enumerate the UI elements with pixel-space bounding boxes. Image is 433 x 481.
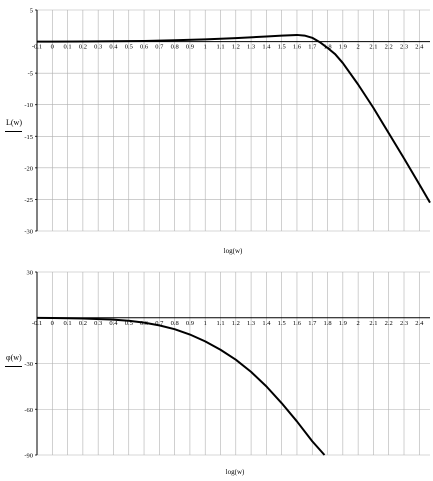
phase-y-tick-label: -30: [24, 361, 33, 368]
phase-y-tick-label: -90: [24, 453, 33, 460]
magnitude-x-tick-label: 2.1: [369, 44, 377, 51]
magnitude-x-tick-label: 0.5: [125, 44, 133, 51]
phase-x-tick-label: 1.7: [308, 320, 317, 327]
magnitude-x-tick-label: 1.2: [232, 44, 240, 51]
magnitude-x-tick-label: 1: [204, 44, 207, 51]
phase-x-tick-label: 1.8: [323, 320, 331, 327]
phase-x-tick-label: 1.9: [339, 320, 347, 327]
magnitude-x-tick-label: 1.7: [308, 44, 317, 51]
phase-x-tick-label: 1.2: [232, 320, 240, 327]
phase-x-tick-label: -0.1: [32, 320, 42, 327]
phase-x-tick-label: 1.5: [278, 320, 286, 327]
magnitude-x-tick-label: 0: [51, 44, 54, 51]
magnitude-y-tick-label: -10: [24, 102, 33, 109]
magnitude-y-tick-label: -30: [24, 229, 33, 236]
phase-x-tick-label: 0.4: [109, 320, 118, 327]
phase-x-tick-label: 0: [51, 320, 54, 327]
phase-ylabel: φ(w): [6, 353, 22, 362]
magnitude-x-tick-label: 0.6: [140, 44, 149, 51]
magnitude-y-tick-label: 5: [30, 8, 33, 15]
magnitude-y-tick-label: -15: [24, 134, 33, 141]
phase-x-tick-label: 0.1: [64, 320, 72, 327]
phase-x-tick-label: 1.6: [293, 320, 302, 327]
magnitude-x-tick-label: 1.4: [262, 44, 271, 51]
phase-x-tick-label: 2.2: [385, 320, 393, 327]
phase-x-tick-label: 0.5: [125, 320, 133, 327]
phase-x-tick-label: 0.8: [171, 320, 179, 327]
magnitude-x-tick-label: 1.3: [247, 44, 255, 51]
magnitude-x-tick-label: 2.3: [400, 44, 408, 51]
phase-x-tick-label: 2.1: [369, 320, 377, 327]
magnitude-x-tick-label: 2: [357, 44, 360, 51]
phase-y-tick-label: 30: [27, 270, 34, 277]
magnitude-x-tick-label: 0.3: [94, 44, 102, 51]
phase-x-tick-label: 2.3: [400, 320, 408, 327]
magnitude-x-tick-label: 1.1: [216, 44, 224, 51]
magnitude-x-tick-label: 2.4: [415, 44, 424, 51]
magnitude-x-tick-label: 0.8: [171, 44, 179, 51]
magnitude-y-tick-label: -5: [28, 71, 33, 78]
phase-x-tick-label: 0.2: [79, 320, 87, 327]
phase-xlabel: log(w): [225, 468, 245, 476]
magnitude-ylabel: L(w): [6, 118, 22, 127]
phase-x-tick-label: 1.3: [247, 320, 255, 327]
phase-x-tick-label: 1.4: [262, 320, 271, 327]
magnitude-xlabel: log(w): [223, 247, 243, 255]
magnitude-y-tick-label: -25: [24, 197, 33, 204]
magnitude-x-tick-label: 1.5: [278, 44, 286, 51]
magnitude-x-tick-label: 0.2: [79, 44, 87, 51]
magnitude-y-tick-label: -20: [24, 165, 33, 172]
magnitude-x-tick-label: 0.9: [186, 44, 194, 51]
magnitude-x-tick-label: 0.7: [155, 44, 164, 51]
phase-x-tick-label: 2.4: [415, 320, 424, 327]
phase-y-tick-label: -60: [24, 407, 33, 414]
magnitude-ylabel-rule: [5, 131, 22, 132]
phase-x-tick-label: 1.1: [216, 320, 224, 327]
magnitude-series-line: [37, 33, 431, 204]
magnitude-x-tick-label: 0.4: [109, 44, 118, 51]
phase-x-tick-label: 1: [204, 320, 207, 327]
phase-x-tick-label: 0.9: [186, 320, 194, 327]
magnitude-x-tick-label: 0.1: [64, 44, 72, 51]
magnitude-x-tick-label: 1.9: [339, 44, 347, 51]
phase-x-tick-label: 2: [357, 320, 360, 327]
magnitude-x-tick-label: 1.6: [293, 44, 302, 51]
phase-series-line: [36, 316, 326, 456]
phase-ylabel-rule: [5, 366, 22, 367]
magnitude-x-tick-label: -0.1: [32, 44, 42, 51]
magnitude-x-tick-label: 2.2: [385, 44, 393, 51]
phase-x-tick-label: 0.3: [94, 320, 102, 327]
phase-x-tick-label: 0.7: [155, 320, 164, 327]
